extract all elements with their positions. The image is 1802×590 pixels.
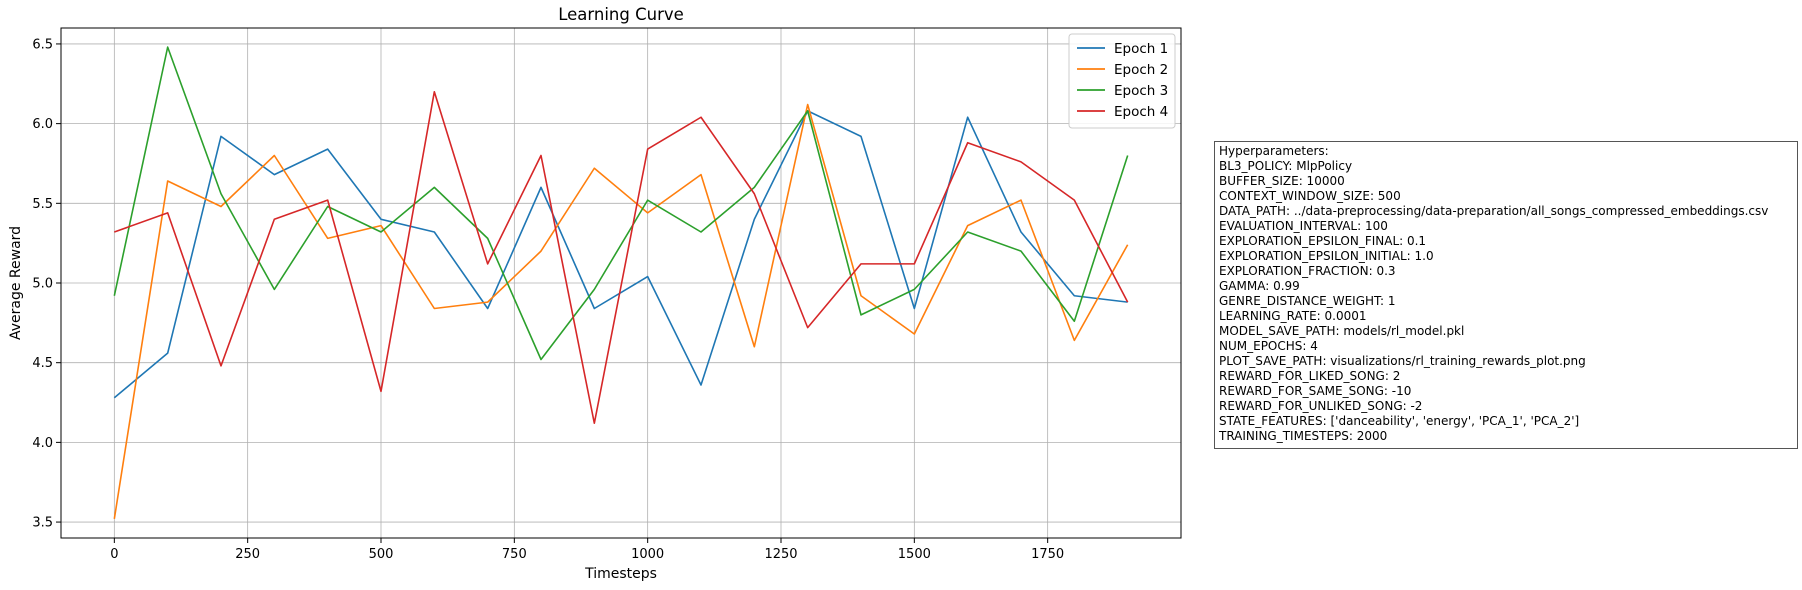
- hyperparameter-line: LEARNING_RATE: 0.0001: [1219, 309, 1367, 323]
- hyperparameter-line: MODEL_SAVE_PATH: models/rl_model.pkl: [1219, 324, 1465, 338]
- x-axis-label: Timesteps: [584, 566, 657, 582]
- grid: [61, 28, 1181, 538]
- hyperparameter-line: REWARD_FOR_UNLIKED_SONG: -2: [1219, 399, 1423, 413]
- hyperparameter-line: REWARD_FOR_LIKED_SONG: 2: [1219, 369, 1401, 383]
- hyperparameter-line: REWARD_FOR_SAME_SONG: -10: [1219, 384, 1412, 398]
- y-tick-label: 5.5: [32, 197, 53, 212]
- x-tick-label: 1750: [1031, 547, 1064, 562]
- hyperparameters-heading: Hyperparameters:: [1219, 144, 1329, 158]
- hyperparameter-line: TRAINING_TIMESTEPS: 2000: [1219, 429, 1388, 443]
- y-axis-ticks: 3.5 4.0 4.5 5.0 5.5 6.0 6.5: [32, 37, 61, 531]
- y-tick-label: 4.5: [32, 356, 53, 371]
- hyperparameter-line: EXPLORATION_EPSILON_INITIAL: 1.0: [1219, 249, 1434, 263]
- series-line-epoch-3: [113, 46, 1129, 361]
- hyperparameter-line: BUFFER_SIZE: 10000: [1219, 174, 1345, 188]
- y-tick-label: 5.0: [32, 277, 53, 292]
- series-line-epoch-4: [114, 90, 1129, 425]
- hyperparameter-line: GAMMA: 0.99: [1219, 279, 1300, 293]
- x-tick-label: 0: [110, 547, 118, 562]
- hyperparameter-line: CONTEXT_WINDOW_SIZE: 500: [1219, 189, 1401, 203]
- legend: Epoch 1 Epoch 2 Epoch 3 Epoch 4: [1068, 33, 1176, 129]
- y-axis-label: Average Reward: [8, 226, 24, 340]
- series-lines: [113, 46, 1129, 520]
- y-tick-label: 4.0: [32, 436, 53, 451]
- legend-label: Epoch 2: [1114, 62, 1168, 78]
- x-tick-label: 1000: [631, 547, 664, 562]
- chart-title: Learning Curve: [558, 5, 684, 24]
- y-tick-label: 3.5: [32, 516, 53, 531]
- hyperparameters-box: Hyperparameters: BL3_POLICY: MlpPolicy BUF…: [1214, 141, 1798, 449]
- hyperparameter-line: BL3_POLICY: MlpPolicy: [1219, 159, 1353, 173]
- x-axis-ticks: 0 250 500 750 1000 1250 1500 1750: [110, 538, 1064, 562]
- legend-label: Epoch 4: [1114, 104, 1168, 120]
- hyperparameter-line: EXPLORATION_FRACTION: 0.3: [1219, 264, 1396, 278]
- hyperparameter-line: STATE_FEATURES: ['danceability', 'energy…: [1219, 414, 1580, 428]
- x-tick-label: 1250: [764, 547, 797, 562]
- legend-label: Epoch 1: [1114, 41, 1168, 57]
- x-tick-label: 250: [235, 547, 260, 562]
- hyperparameter-line: NUM_EPOCHS: 4: [1219, 339, 1318, 353]
- hyperparameter-line: EVALUATION_INTERVAL: 100: [1219, 219, 1388, 233]
- legend-label: Epoch 3: [1114, 83, 1168, 99]
- y-tick-label: 6.0: [32, 117, 53, 132]
- legend-box: [1068, 33, 1176, 129]
- x-tick-label: 750: [502, 547, 527, 562]
- hyperparameter-line: DATA_PATH: ../data-preprocessing/data-pr…: [1219, 204, 1769, 218]
- hyperparameter-line: EXPLORATION_EPSILON_FINAL: 0.1: [1219, 234, 1427, 248]
- x-tick-label: 500: [369, 547, 394, 562]
- y-tick-label: 6.5: [32, 37, 53, 52]
- series-line-epoch-2: [113, 103, 1129, 520]
- hyperparameter-line: GENRE_DISTANCE_WEIGHT: 1: [1219, 294, 1396, 308]
- x-tick-label: 1500: [898, 547, 931, 562]
- series-line-epoch-1: [113, 110, 1128, 399]
- hyperparameter-line: PLOT_SAVE_PATH: visualizations/rl_traini…: [1219, 354, 1586, 368]
